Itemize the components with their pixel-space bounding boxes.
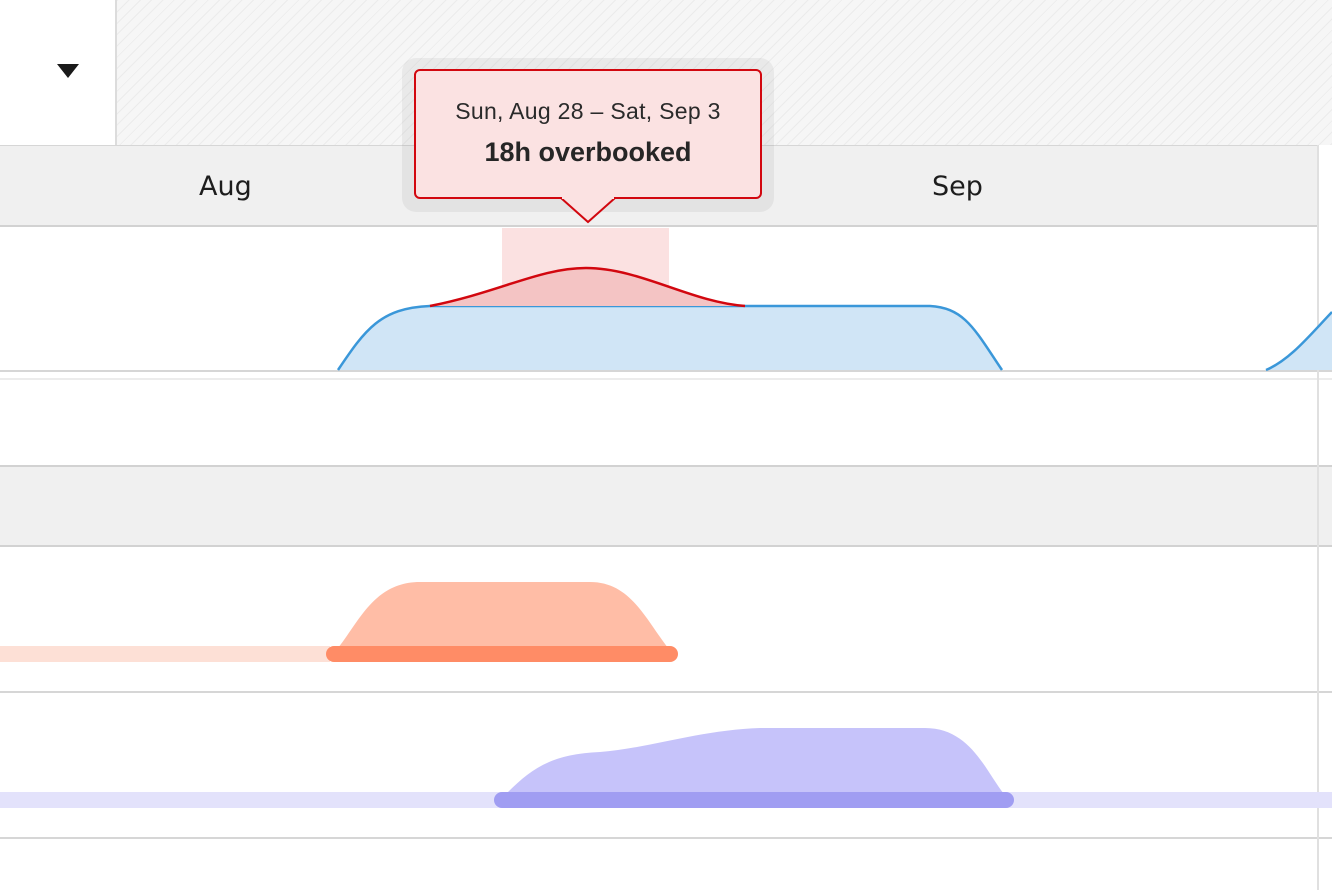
task-workload-area bbox=[506, 728, 1004, 794]
task-timeline-track bbox=[0, 646, 330, 662]
tooltip-overbooked-hours: 18h overbooked bbox=[416, 137, 760, 168]
task-bar[interactable] bbox=[326, 646, 678, 662]
task-bar[interactable] bbox=[494, 792, 1014, 808]
overbooked-area bbox=[430, 268, 745, 306]
capacity-area-next bbox=[1266, 312, 1332, 370]
overbooked-tooltip: Sun, Aug 28 – Sat, Sep 3 18h overbooked bbox=[414, 69, 762, 199]
task-workload-area bbox=[338, 582, 668, 648]
tooltip-date-range: Sun, Aug 28 – Sat, Sep 3 bbox=[416, 98, 760, 125]
capacity-area bbox=[338, 306, 1002, 370]
